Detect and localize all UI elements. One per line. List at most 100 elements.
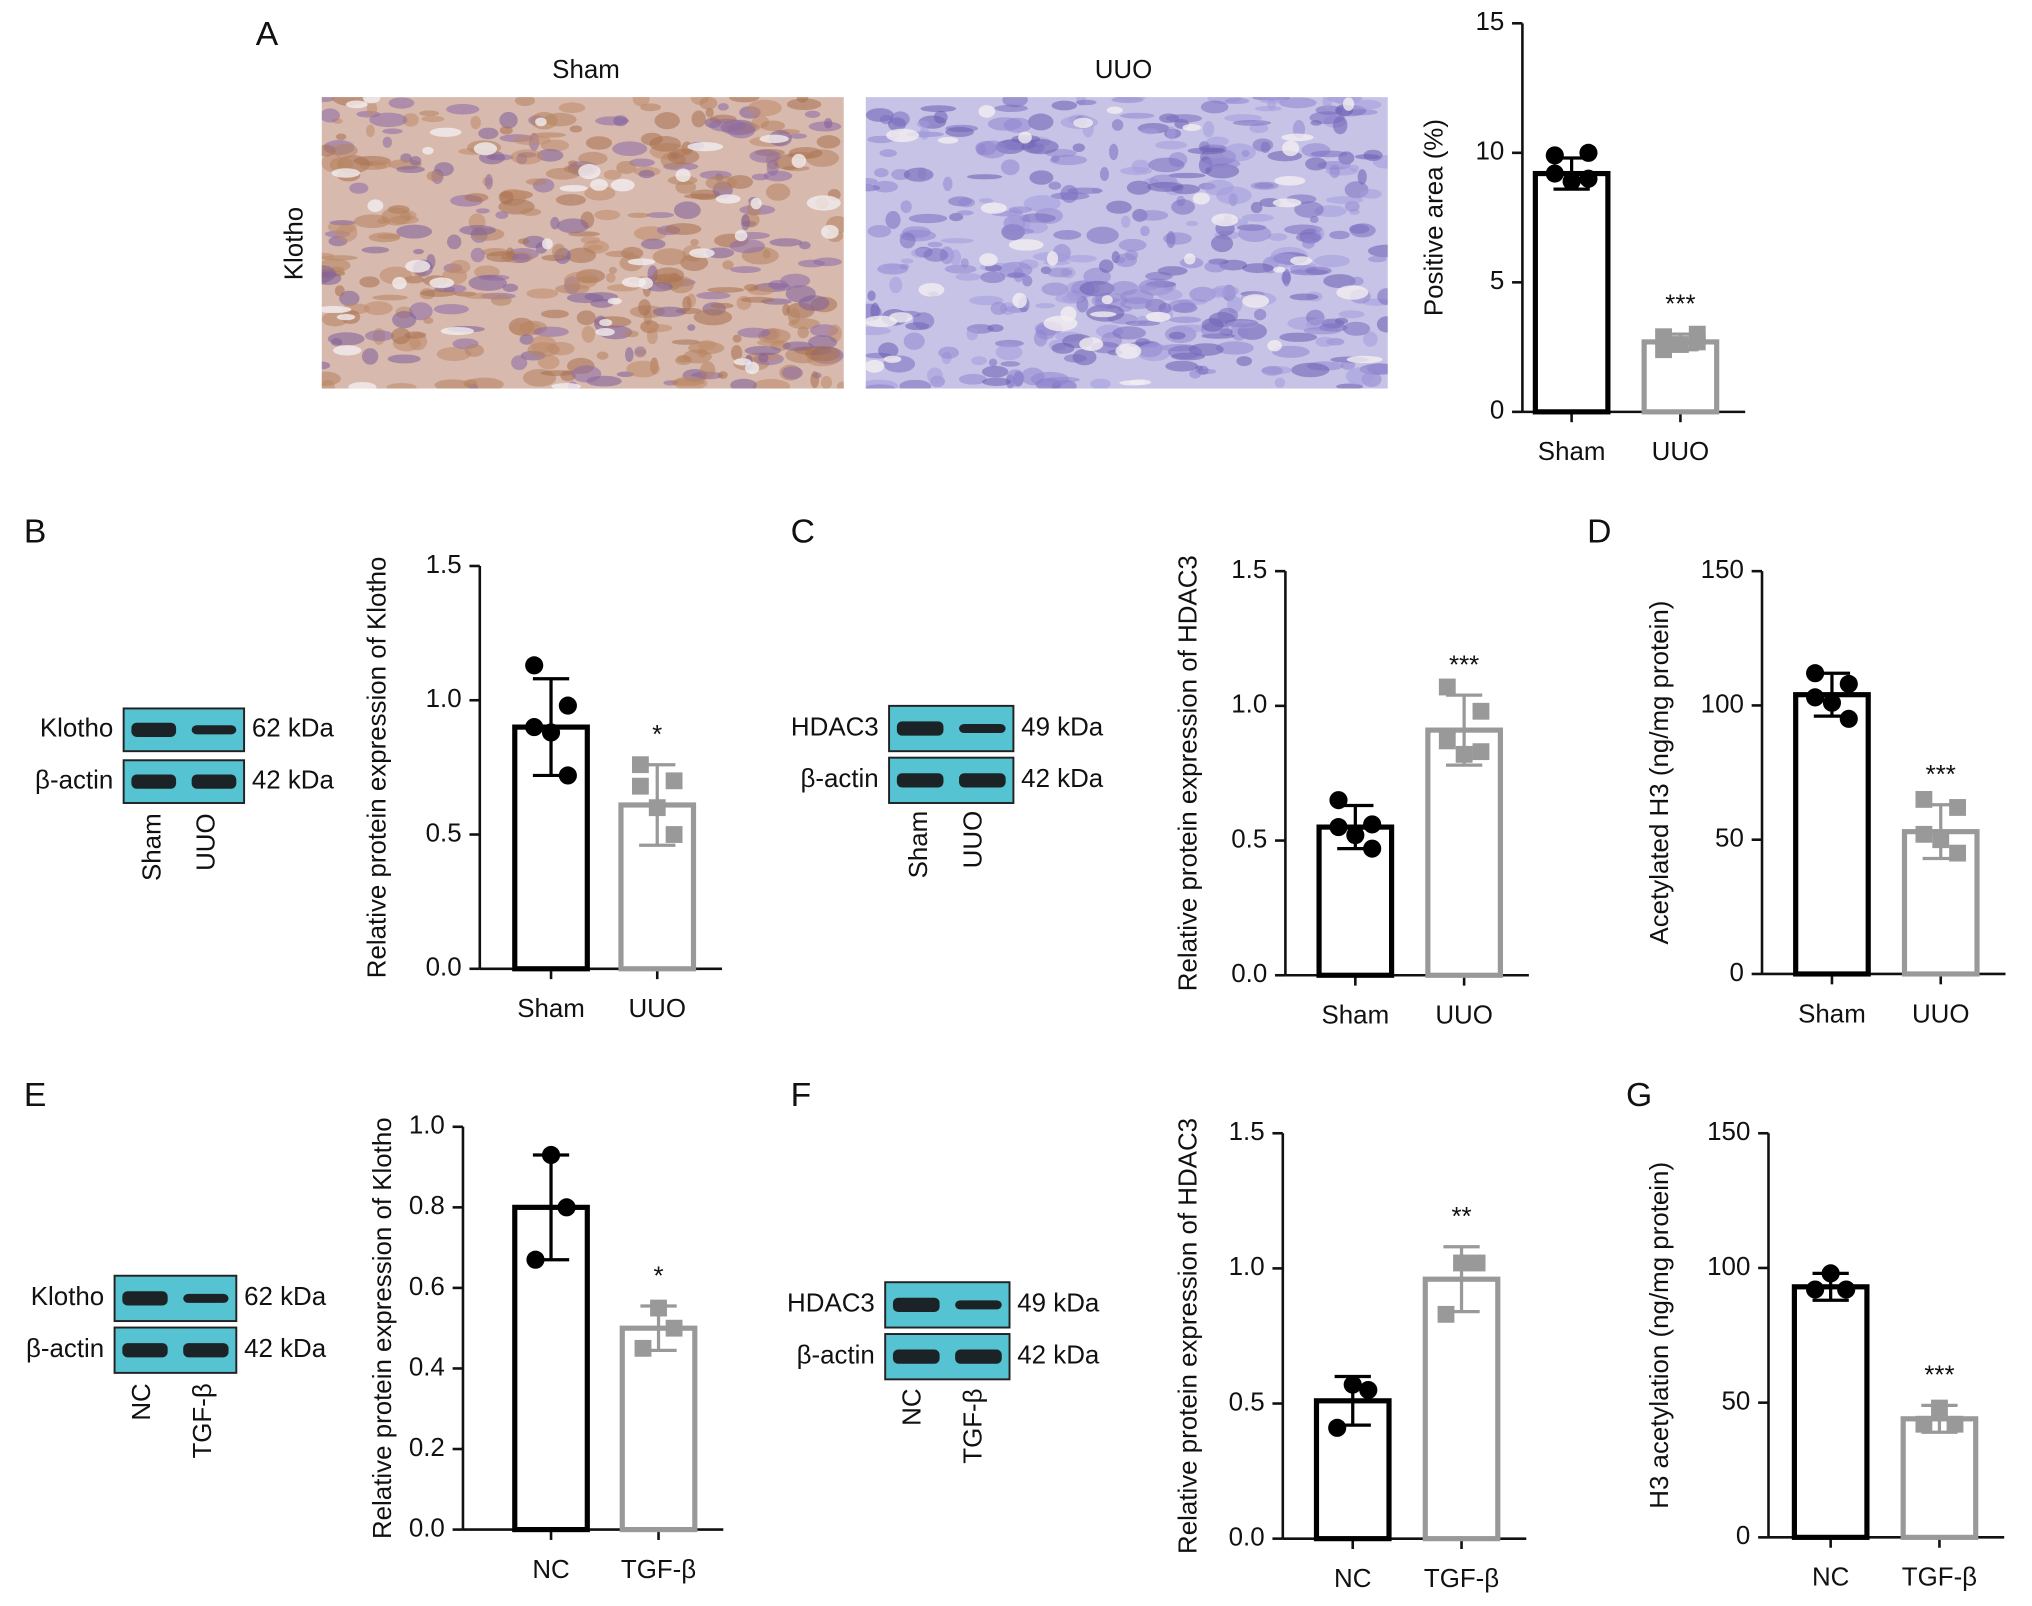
tissue-cell (1232, 119, 1272, 126)
y-tick-label: 15 (1475, 8, 1504, 36)
image-label: UUO (1095, 56, 1153, 84)
tissue-cell (1289, 293, 1319, 301)
data-point (541, 723, 561, 742)
tissue-cell (1046, 267, 1073, 278)
tissue-cell (1252, 138, 1274, 152)
tissue-cell (464, 193, 489, 203)
data-point (525, 718, 544, 737)
tissue-cell (722, 260, 734, 270)
tissue-cell (836, 381, 844, 389)
tissue-cell (1274, 377, 1286, 388)
tissue-cell (652, 267, 685, 283)
y-tick-label: 1.0 (426, 685, 462, 713)
tissue-cell (760, 120, 786, 131)
data-point (631, 777, 649, 795)
tissue-cell (1185, 220, 1199, 227)
tissue-cell (967, 174, 1003, 180)
tissue-cell (1309, 111, 1345, 125)
tissue-cell (459, 225, 496, 236)
tissue-cell (361, 246, 390, 254)
tissue-cell (1323, 274, 1356, 288)
tissue-cell (485, 251, 519, 263)
tissue-cell (327, 332, 365, 346)
tissue-cell (551, 243, 566, 260)
x-tick-label: NC (532, 1556, 569, 1584)
tissue-cell (421, 115, 445, 123)
tissue-cell (1049, 154, 1087, 166)
tissue-cell (956, 210, 974, 216)
tissue-cell (1019, 213, 1056, 224)
tissue-cell (988, 358, 998, 367)
tissue-cell (603, 169, 622, 180)
bar (1791, 1284, 1870, 1540)
significance: * (652, 721, 662, 749)
tissue-cell (903, 167, 934, 182)
tissue-cell (1120, 112, 1155, 119)
tissue-cell (605, 272, 616, 283)
tissue-cell (938, 346, 959, 359)
tissue-cell (511, 355, 528, 371)
tissue-cell (1168, 299, 1196, 313)
y-axis-label: Positive area (%) (1420, 119, 1448, 316)
tissue-cell (362, 348, 379, 365)
significance: *** (1924, 1362, 1954, 1390)
tissue-lumen (1119, 380, 1146, 386)
tissue-cell (382, 128, 403, 135)
tissue-cell (1051, 100, 1078, 111)
tissue-cell (949, 213, 964, 222)
tissue-cell (979, 197, 994, 204)
tissue-cell (613, 115, 628, 127)
tissue-cell (1145, 271, 1173, 281)
tissue-lumen (473, 142, 498, 156)
blot-band (896, 773, 944, 788)
tissue-lumen (1272, 198, 1302, 208)
tissue-cell (664, 223, 702, 236)
y-tick-label: 0.6 (409, 1273, 445, 1301)
tissue-cell (372, 294, 408, 301)
tissue-lumen (759, 134, 789, 144)
data-point (1472, 702, 1490, 720)
tissue-cell (321, 371, 341, 386)
tissue-cell (708, 118, 746, 132)
tissue-lumen (980, 202, 1007, 214)
x-tick-label: UUO (1435, 1002, 1493, 1030)
tissue-cell (995, 344, 1023, 361)
tissue-cell (332, 143, 358, 158)
tissue-cell (585, 136, 613, 150)
y-tick-label: 100 (1707, 1253, 1750, 1281)
tissue-cell (1110, 281, 1139, 296)
tissue-cell (878, 342, 899, 359)
tissue-cell (584, 185, 616, 201)
tissue-cell (752, 378, 791, 389)
tissue-cell (581, 325, 596, 343)
bar (1532, 170, 1611, 415)
tissue-cell (638, 299, 651, 316)
tissue-texture (865, 97, 1388, 389)
y-tick-label: 1.0 (409, 1112, 445, 1140)
tissue-cell (1067, 187, 1103, 194)
tissue-lumen (367, 199, 384, 213)
tissue-cell (908, 213, 948, 224)
tissue-lumen (541, 238, 553, 250)
tissue-cell (673, 201, 701, 220)
tissue-lumen (590, 178, 608, 191)
tissue-lumen (883, 355, 902, 363)
y-tick-label: 50 (1722, 1388, 1751, 1416)
blot-band (122, 1343, 168, 1358)
tissue-cell (816, 135, 841, 149)
band-name: HDAC3 (787, 1290, 875, 1318)
tissue-cell (1121, 215, 1131, 228)
tissue-cell (1329, 230, 1350, 240)
band-size: 42 kDa (1017, 1342, 1100, 1370)
tissue-cell (1098, 259, 1114, 273)
tissue-cell (1366, 362, 1388, 375)
tissue-lumen (744, 361, 760, 375)
tissue-lumen (440, 326, 475, 336)
tissue-cell (372, 159, 392, 169)
tissue-cell (525, 178, 547, 186)
tissue-cell (797, 326, 810, 339)
tissue-cell (569, 125, 583, 133)
tissue-cell (423, 317, 434, 324)
tissue-cell (478, 127, 499, 140)
tissue-cell (782, 341, 814, 351)
